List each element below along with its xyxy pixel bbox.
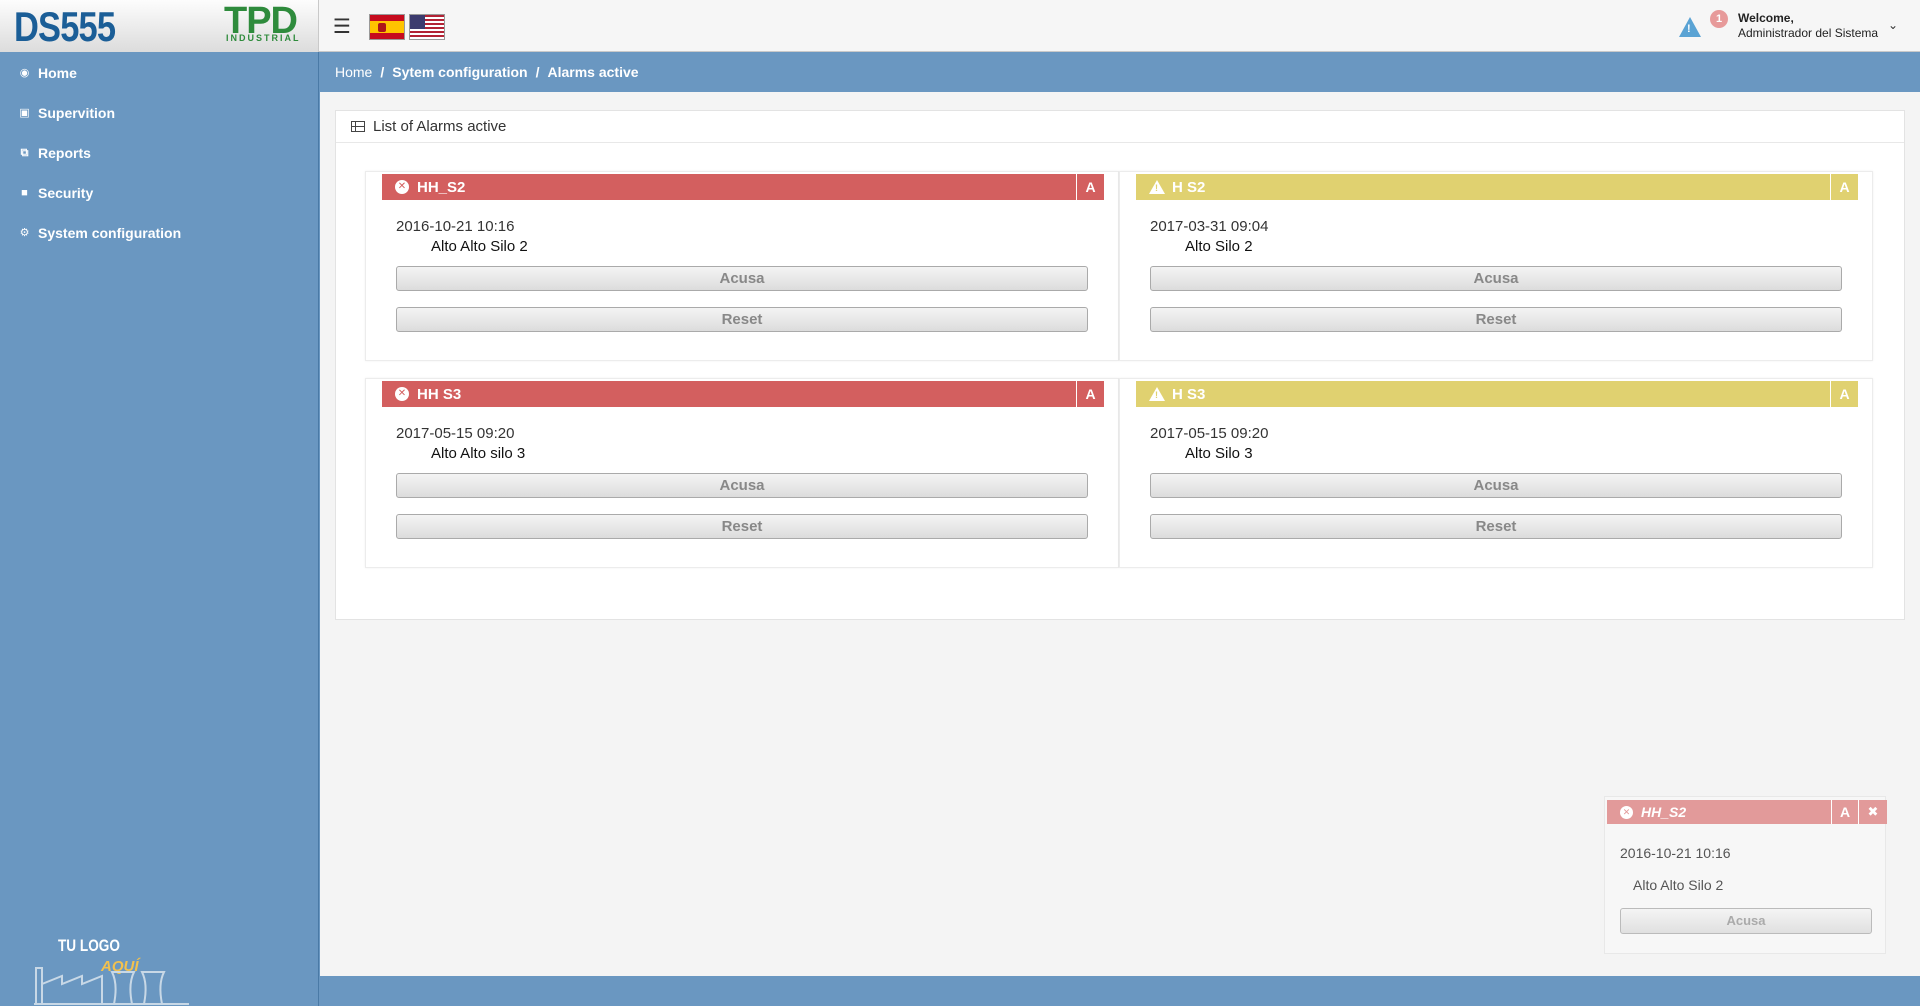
footer-logo-text-accent: AQUÍ [101,958,139,975]
alarms-panel: List of Alarms active ✕ HH_S2 A 2016-10-… [335,110,1905,620]
sidebar-item-label: Home [38,65,77,81]
footer-logo-text: TU LOGO [58,936,120,955]
alarm-warning-icon[interactable] [1679,17,1701,37]
ack-toggle-button[interactable]: A [1831,800,1859,824]
sidebar-item-security[interactable]: ■ Security [18,182,93,204]
warning-triangle-icon: ! [1149,180,1165,194]
ack-toggle-button[interactable]: A [1076,381,1104,407]
alarm-card: ✕ HH_S2 A 2016-10-21 10:16 Alto Alto Sil… [365,171,1119,361]
gear-icon: ⚙ [19,226,30,239]
alarm-card-header: ! H S2 A [1136,174,1858,200]
alarm-description: Alto Silo 3 [1185,445,1253,462]
breadcrumb-home[interactable]: Home [335,64,373,80]
sidebar-item-label: System configuration [38,225,182,241]
breadcrumb-system-configuration[interactable]: Sytem configuration [392,64,528,80]
alarm-name: H S3 [1172,385,1206,403]
alarm-description: Alto Alto Silo 2 [431,238,528,255]
breadcrumb: Home / Sytem configuration / Alarms acti… [335,64,639,80]
chevron-down-icon[interactable]: ⌄ [1888,18,1899,32]
factory-logo-icon [34,967,189,1005]
top-bar: DS555 TPD INDUSTRIAL ☰ ! 1 Welcome, Admi… [0,0,1920,52]
acusa-button[interactable]: Acusa [1150,266,1842,291]
sidebar: ◉ Home ▣ Supervition ⧉ Reports ■ Securit… [0,52,319,1006]
toast-header: ✕ HH_S2 A ✖ [1607,800,1887,824]
ack-toggle-button[interactable]: A [1830,174,1858,200]
reset-button[interactable]: Reset [396,307,1088,332]
main-content: List of Alarms active ✕ HH_S2 A 2016-10-… [320,92,1920,976]
error-circle-icon: ✕ [395,180,409,194]
toast-date: 2016-10-21 10:16 [1620,845,1731,861]
alarm-date: 2017-05-15 09:20 [1150,425,1269,442]
alarm-toast: ✕ HH_S2 A ✖ 2016-10-21 10:16 Alto Alto S… [1604,796,1887,954]
toast-acusa-button[interactable]: Acusa [1620,908,1872,934]
sidebar-item-supervition[interactable]: ▣ Supervition [18,102,115,124]
alarm-card-header: ✕ HH_S2 A [382,174,1104,200]
us-flag-icon[interactable] [409,14,445,40]
sidebar-item-label: Reports [38,145,91,161]
reset-button[interactable]: Reset [1150,514,1842,539]
reset-button[interactable]: Reset [1150,307,1842,332]
toast-alarm-name: HH_S2 [1641,804,1687,820]
sidebar-item-reports[interactable]: ⧉ Reports [18,142,91,164]
alarm-name: HH_S2 [417,178,466,196]
reports-icon: ⧉ [20,146,29,159]
table-icon [351,121,365,132]
warning-triangle-icon: ! [1149,387,1165,401]
lock-icon: ■ [21,186,28,199]
panel-header: List of Alarms active [336,111,1904,143]
toast-description: Alto Alto Silo 2 [1633,877,1724,893]
acusa-button[interactable]: Acusa [396,473,1088,498]
sidebar-item-label: Supervition [38,105,116,121]
spanish-flag-icon[interactable] [369,14,405,40]
welcome-label: Welcome, [1738,11,1794,25]
hamburger-menu-icon[interactable]: ☰ [333,16,351,38]
warning-mark: ! [1687,23,1691,35]
breadcrumb-separator: / [380,64,385,80]
tpd-logo-subtitle: INDUSTRIAL [226,33,301,43]
error-circle-icon: ✕ [395,387,409,401]
acusa-button[interactable]: Acusa [1150,473,1842,498]
alarm-card: ! H S2 A 2017-03-31 09:04 Alto Silo 2 Ac… [1119,171,1873,361]
ack-toggle-button[interactable]: A [1830,381,1858,407]
breadcrumb-alarms-active: Alarms active [547,64,639,80]
ack-toggle-button[interactable]: A [1076,174,1104,200]
tpd-logo: TPD [224,0,298,42]
sidebar-item-system-configuration[interactable]: ⚙ System configuration [18,222,182,244]
alarm-card-header: ! H S3 A [1136,381,1858,407]
ds555-logo[interactable]: DS555 [14,3,116,50]
panel-title: List of Alarms active [373,118,507,135]
footer-bar [320,976,1920,1006]
breadcrumb-bar: Home / Sytem configuration / Alarms acti… [320,52,1920,92]
notification-badge: 1 [1710,10,1728,28]
user-menu[interactable]: Welcome, Administrador del Sistema [1738,11,1878,41]
breadcrumb-separator: / [535,64,540,80]
acusa-button[interactable]: Acusa [396,266,1088,291]
brand-logos: DS555 TPD INDUSTRIAL [0,0,319,52]
alarm-date: 2017-03-31 09:04 [1150,218,1269,235]
sidebar-item-home[interactable]: ◉ Home [18,62,77,84]
alarm-description: Alto Alto silo 3 [431,445,526,462]
error-circle-icon: ✕ [1620,805,1633,819]
alarm-card: ! H S3 A 2017-05-15 09:20 Alto Silo 3 Ac… [1119,378,1873,568]
dashboard-icon: ◉ [19,66,30,79]
close-icon[interactable]: ✖ [1867,804,1879,819]
alarm-date: 2017-05-15 09:20 [396,425,515,442]
user-name: Administrador del Sistema [1738,26,1879,40]
sidebar-item-label: Security [38,185,94,201]
alarm-description: Alto Silo 2 [1185,238,1253,255]
alarm-card-header: ✕ HH S3 A [382,381,1104,407]
alarm-card: ✕ HH S3 A 2017-05-15 09:20 Alto Alto sil… [365,378,1119,568]
alarm-name: HH S3 [417,385,462,403]
alarm-date: 2016-10-21 10:16 [396,218,515,235]
alarm-name: H S2 [1172,178,1206,196]
supervision-icon: ▣ [19,106,30,119]
reset-button[interactable]: Reset [396,514,1088,539]
